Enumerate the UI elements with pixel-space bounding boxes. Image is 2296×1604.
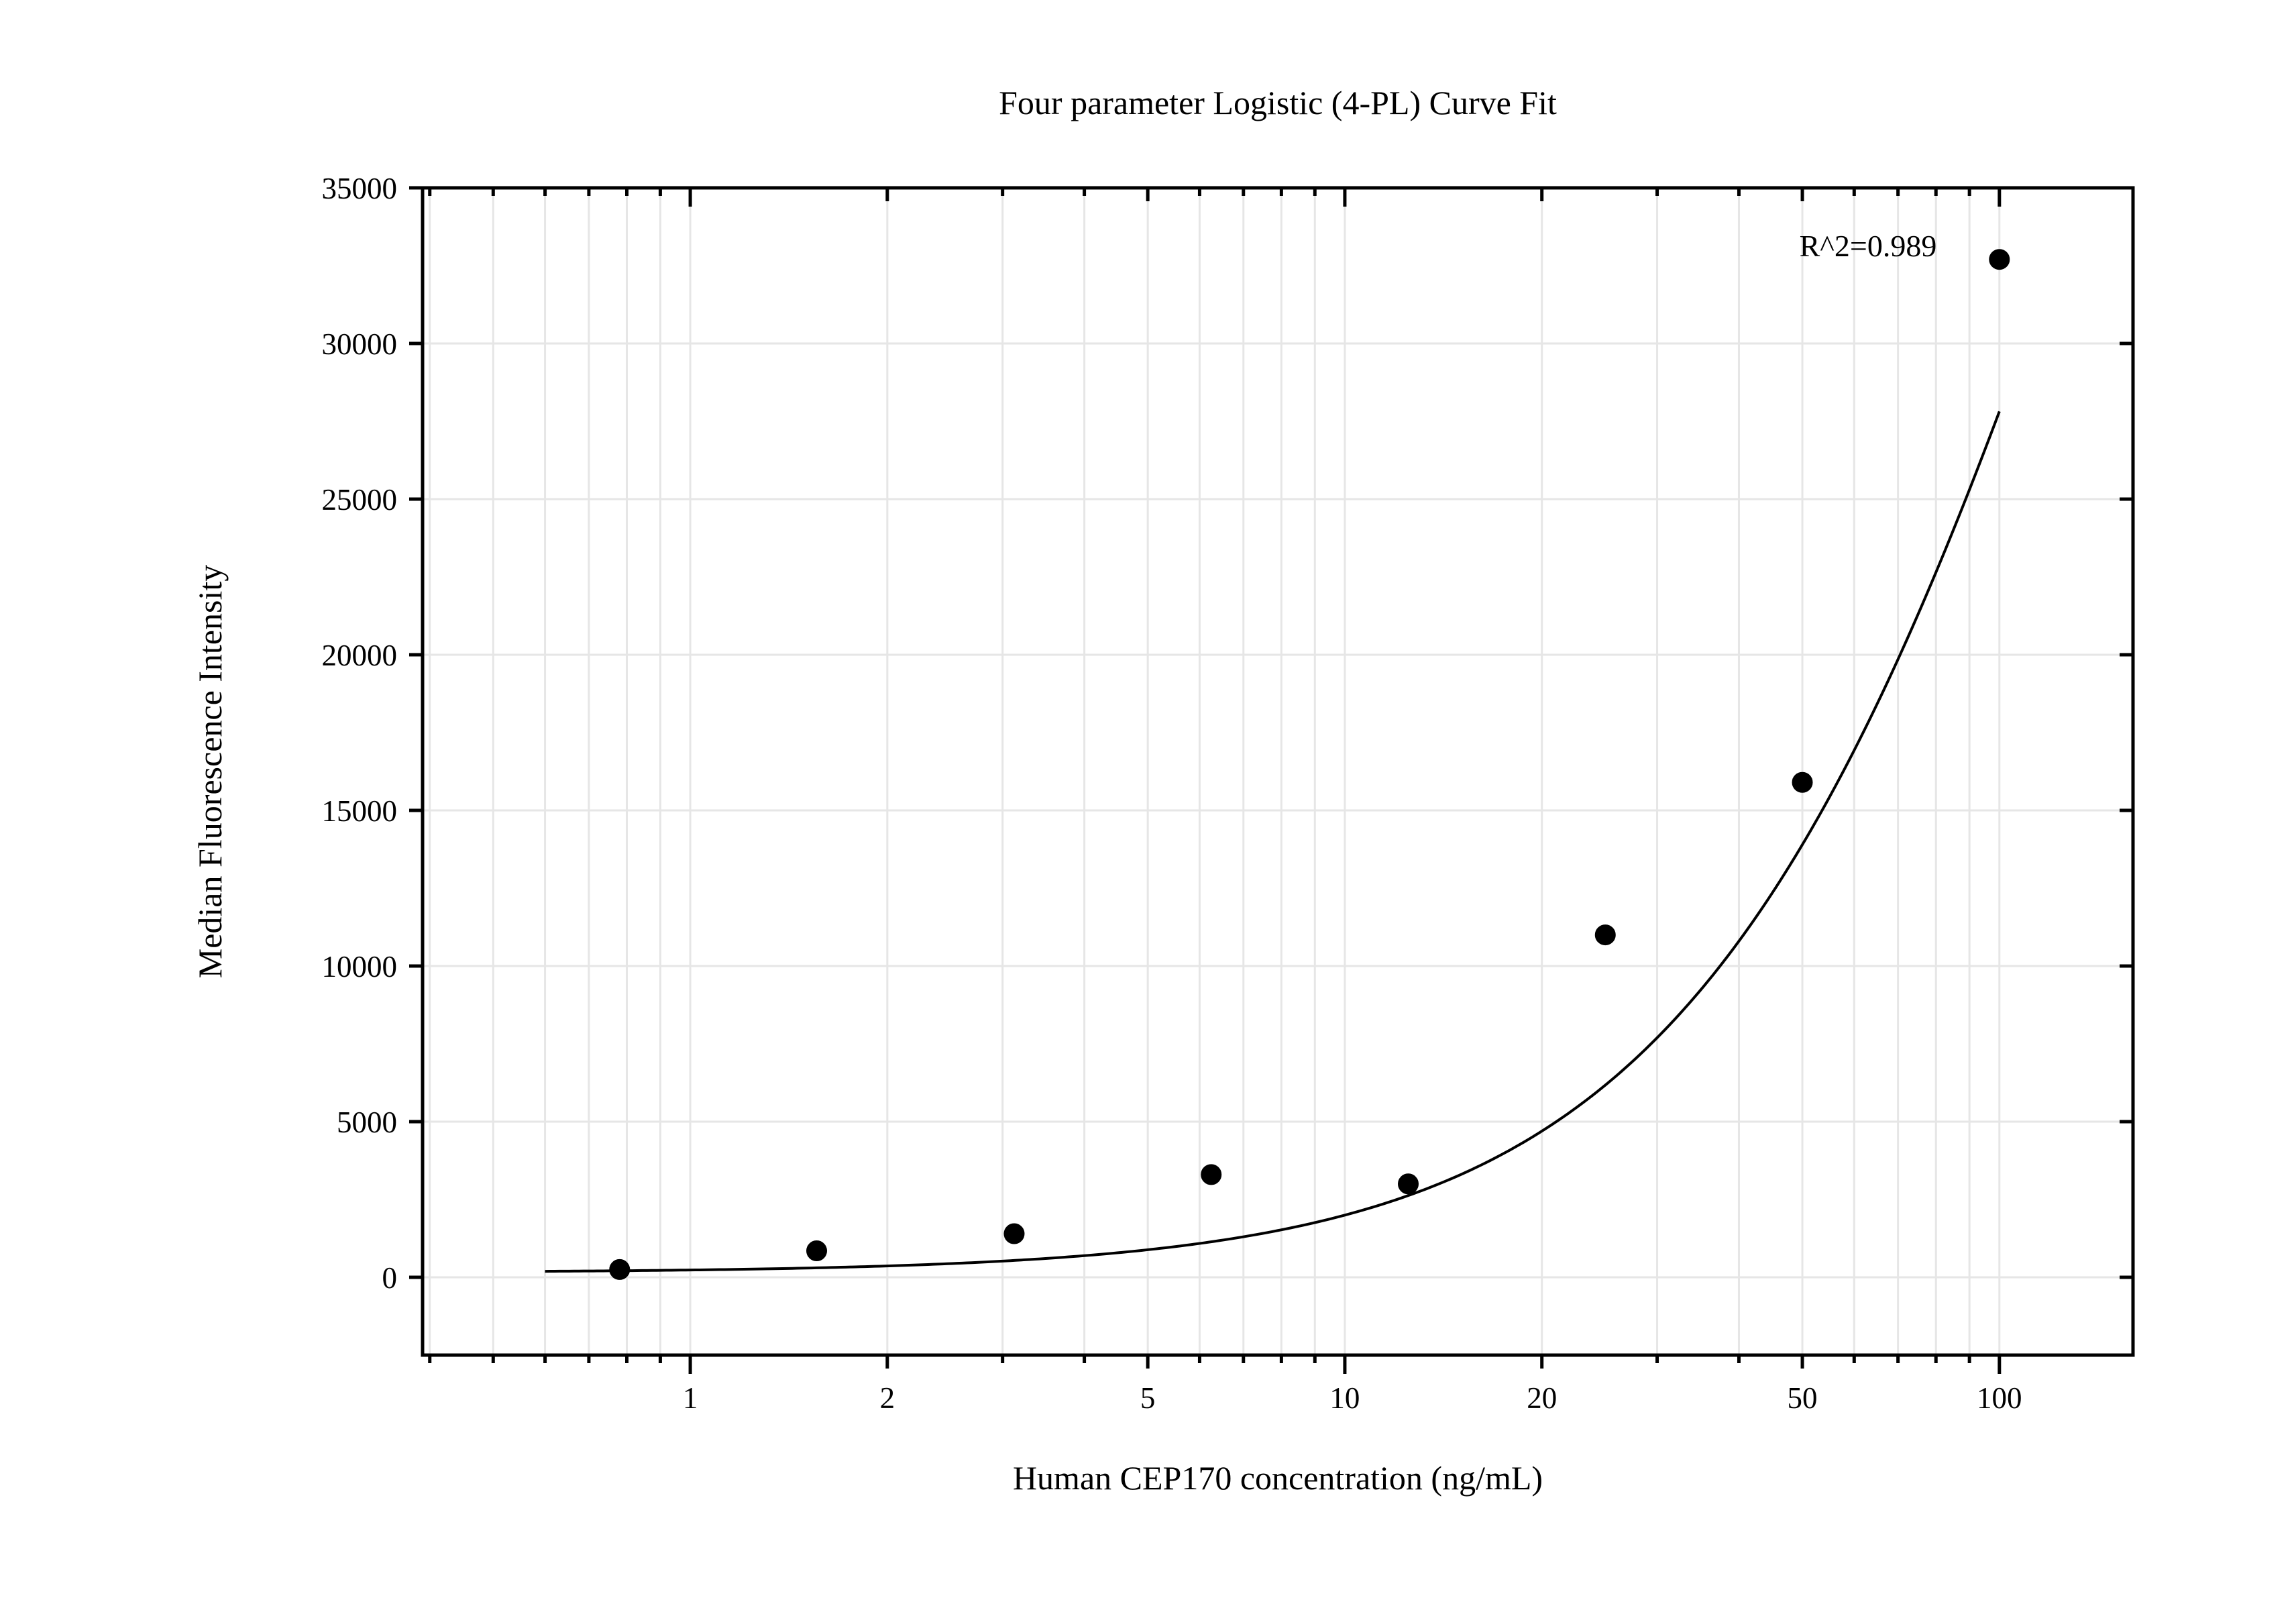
x-tick-label: 50 [1788, 1381, 1818, 1415]
y-tick-label: 15000 [322, 794, 398, 828]
x-tick-label: 5 [1140, 1381, 1156, 1415]
x-tick-label: 1 [683, 1381, 698, 1415]
x-tick-label: 100 [1977, 1381, 2022, 1415]
chart-title: Four parameter Logistic (4-PL) Curve Fit [999, 84, 1557, 121]
y-tick-label: 0 [382, 1261, 398, 1295]
x-tick-label: 10 [1329, 1381, 1360, 1415]
y-tick-label: 30000 [322, 327, 398, 361]
y-axis-label: Median Fluorescence Intensity [191, 565, 229, 978]
y-tick-label: 35000 [322, 172, 398, 205]
data-point [1201, 1165, 1221, 1185]
data-point [1989, 250, 2010, 270]
data-point [1792, 772, 1812, 792]
x-tick-label: 20 [1527, 1381, 1557, 1415]
y-tick-label: 20000 [322, 639, 398, 672]
data-point [807, 1241, 827, 1261]
data-point [1399, 1174, 1419, 1194]
y-tick-label: 10000 [322, 950, 398, 983]
y-tick-label: 5000 [337, 1106, 397, 1139]
x-tick-label: 2 [880, 1381, 895, 1415]
r-squared-annotation: R^2=0.989 [1800, 229, 1937, 263]
y-tick-label: 25000 [322, 483, 398, 517]
chart-page: 1 10 100 2 5 20 50 0 5000 10000 15000 20000 25000 300… [0, 0, 2296, 1604]
x-axis-label: Human CEP170 concentration (ng/mL) [1013, 1459, 1543, 1497]
data-point [1595, 925, 1615, 945]
data-point [1004, 1224, 1024, 1244]
chart-svg: 1 10 100 2 5 20 50 0 5000 10000 15000 20000 25000 300… [0, 0, 2296, 1604]
data-point [610, 1259, 630, 1279]
